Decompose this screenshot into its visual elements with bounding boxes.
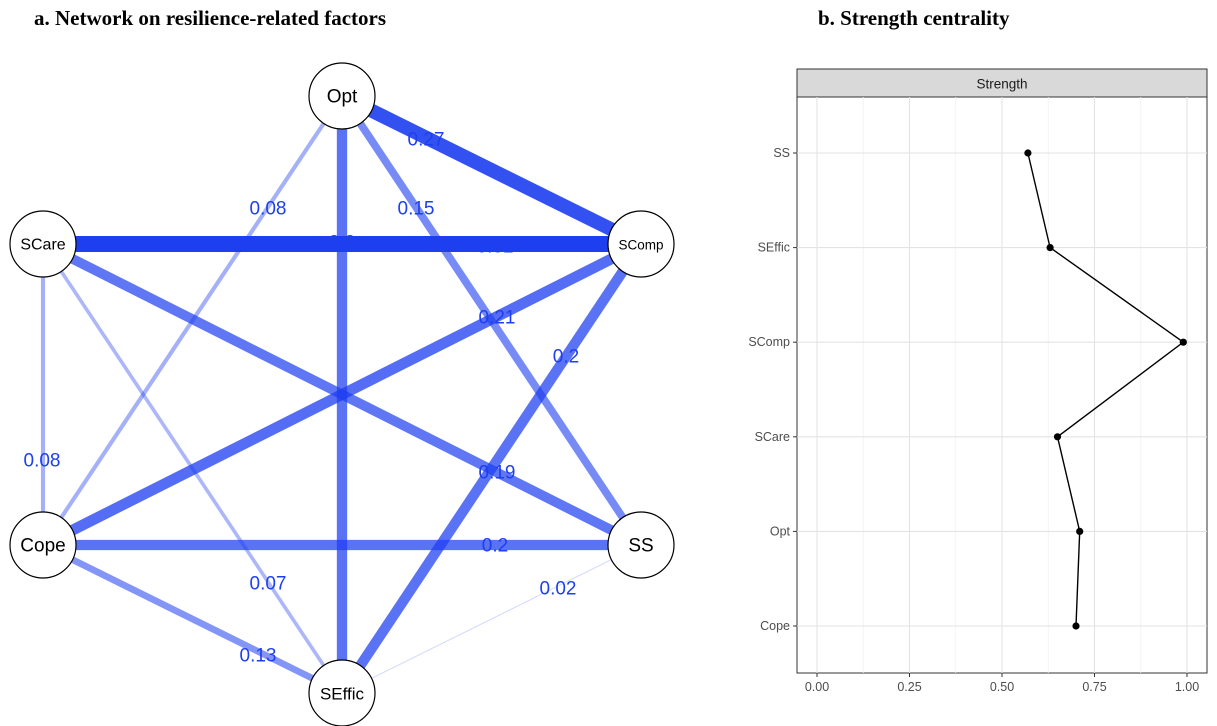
point-cope: [1072, 622, 1080, 630]
node-scare: [9, 210, 77, 278]
edge-ss-seffic: [341, 544, 642, 694]
edge-scomp-cope: [40, 239, 644, 550]
node-scomp: [607, 210, 675, 278]
y-tick-label-scare: SCare: [755, 430, 790, 444]
edge-label-opt-ss: 0.15: [398, 199, 435, 220]
facet-strip-label: Strength: [976, 77, 1027, 92]
edge-label-cope-seffic: 0.13: [240, 646, 277, 667]
node-label-opt: Opt: [327, 87, 358, 108]
edge-label-cope-ss: 0.2: [482, 536, 508, 557]
x-tick-label: 1.00: [1175, 680, 1199, 694]
edge-scomp-seffic: [337, 241, 646, 696]
edge-label-scare-ss: 0.19: [479, 463, 516, 484]
node-label-cope: Cope: [20, 536, 65, 557]
grid-lines: [797, 97, 1207, 673]
x-tick-label: 0.25: [897, 680, 921, 694]
node-label-ss: SS: [628, 536, 653, 557]
edge-label-scare-seffic: 0.07: [250, 574, 287, 595]
strength-line: [1027, 152, 1185, 627]
node-opt: [308, 62, 376, 130]
network-nodes: Opt SCare SComp Cope SS SEffic: [9, 62, 675, 726]
node-label-scomp: SComp: [618, 238, 663, 253]
edge-label-opt-scomp: 0.27: [408, 130, 445, 151]
x-tick-label: 0.00: [805, 680, 829, 694]
edge-opt-scomp: [338, 89, 645, 251]
axis-ticks: SS SEffic SComp SCare Opt Cope 0.00 0.25 0.50 0.7…: [748, 146, 1199, 694]
strength-points: [1024, 149, 1187, 630]
x-tick-label: 0.50: [990, 680, 1014, 694]
y-tick-label-seffic: SEffic: [758, 241, 790, 255]
edge-label-scare-cope: 0.08: [24, 451, 61, 472]
y-tick-label-opt: Opt: [770, 524, 791, 538]
edge-label-scomp-seffic: 0.2: [553, 347, 579, 368]
network-edges: [40, 89, 646, 697]
edge-cope-seffic: [41, 541, 344, 697]
node-label-scare: SCare: [20, 237, 65, 254]
node-seffic: [308, 659, 376, 726]
point-opt: [1076, 527, 1084, 536]
point-seffic: [1046, 244, 1054, 252]
edge-label-scomp-cope: 0.21: [479, 308, 516, 329]
panel-b-title: b. Strength centrality: [818, 6, 1010, 30]
edge-label-ss-seffic: 0.02: [540, 579, 577, 600]
edge-label-opt-seffic: 0.2: [329, 233, 355, 254]
y-tick-label-cope: Cope: [760, 619, 790, 633]
edge-label-opt-cope: 0.08: [250, 199, 287, 220]
x-tick-label: 0.75: [1082, 680, 1106, 694]
point-ss: [1024, 149, 1032, 157]
node-label-seffic: SEffic: [320, 685, 365, 704]
edge-labels: 0.27 0.08 0.15 0.2 0.31 0.08 0.19 0.07 0.21 0.2 0.…: [24, 130, 580, 667]
node-ss: [607, 511, 675, 579]
node-cope: [9, 511, 77, 579]
y-tick-label-scomp: SComp: [748, 335, 790, 349]
point-scare: [1053, 433, 1062, 441]
point-scomp: [1179, 338, 1187, 346]
edge-label-scare-scomp: 0.31: [477, 237, 514, 258]
y-tick-label-ss: SS: [773, 146, 790, 160]
panel-a-title: a. Network on resilience-related factors: [34, 6, 387, 30]
network-graph: 0.27 0.08 0.15 0.2 0.31 0.08 0.19 0.07 0.21 0.2 0.…: [9, 62, 675, 726]
